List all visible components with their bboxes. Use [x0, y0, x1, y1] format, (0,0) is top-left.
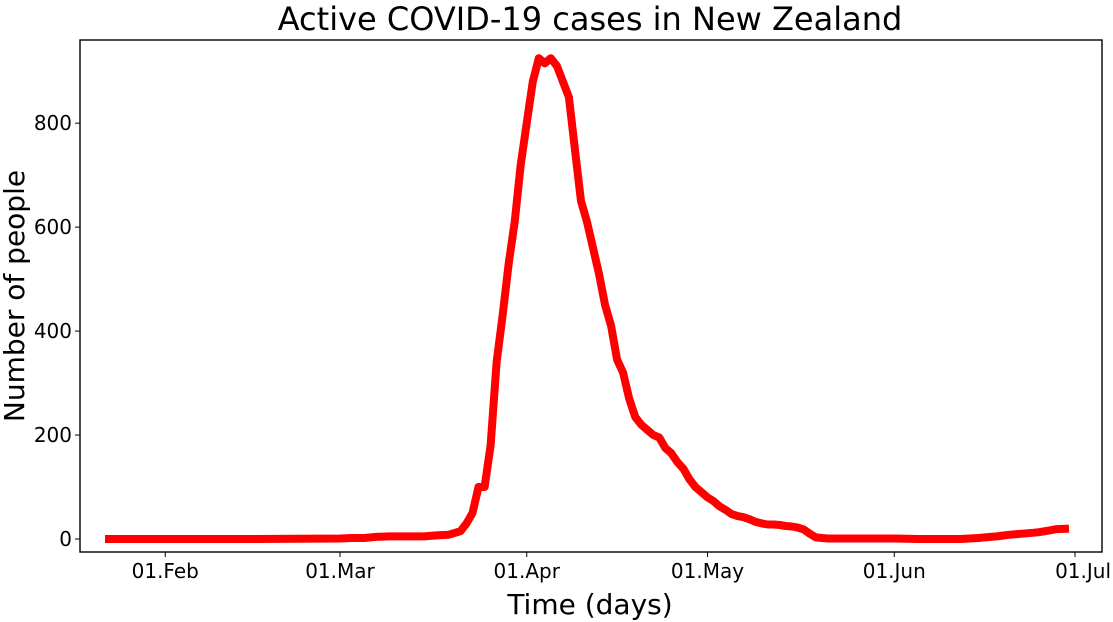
x-axis-label: Time (days)	[506, 588, 672, 621]
x-tick-label: 01.Jul	[1055, 559, 1111, 583]
x-tick-label: 01.Feb	[132, 559, 199, 583]
x-axis-ticks: 01.Feb 01.Mar 01.Apr 01.May 01.Jun 01.Jul	[132, 552, 1111, 583]
plot-frame	[79, 39, 1103, 553]
y-axis-ticks: 0 200 400 600 800	[34, 111, 80, 551]
x-tick-label: 01.Apr	[494, 559, 561, 583]
y-tick-label: 200	[34, 423, 72, 447]
active-cases-line	[105, 54, 1070, 543]
y-axis-label: Number of people	[0, 170, 31, 422]
y-tick-label: 800	[34, 111, 72, 135]
chart-title: Active COVID-19 cases in New Zealand	[278, 0, 903, 38]
y-tick-label: 600	[34, 215, 72, 239]
x-tick-label: 01.Jun	[863, 559, 926, 583]
y-tick-label: 0	[59, 527, 72, 551]
x-tick-label: 01.May	[671, 559, 744, 583]
x-tick-label: 01.Mar	[305, 559, 375, 583]
y-tick-label: 400	[34, 319, 72, 343]
